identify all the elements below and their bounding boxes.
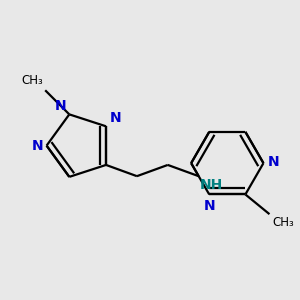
Text: N: N xyxy=(268,155,280,169)
Text: N: N xyxy=(203,199,215,213)
Text: CH₃: CH₃ xyxy=(21,74,43,87)
Text: NH: NH xyxy=(200,178,223,192)
Text: N: N xyxy=(32,139,43,153)
Text: N: N xyxy=(54,99,66,113)
Text: CH₃: CH₃ xyxy=(273,216,295,229)
Text: N: N xyxy=(109,111,121,125)
